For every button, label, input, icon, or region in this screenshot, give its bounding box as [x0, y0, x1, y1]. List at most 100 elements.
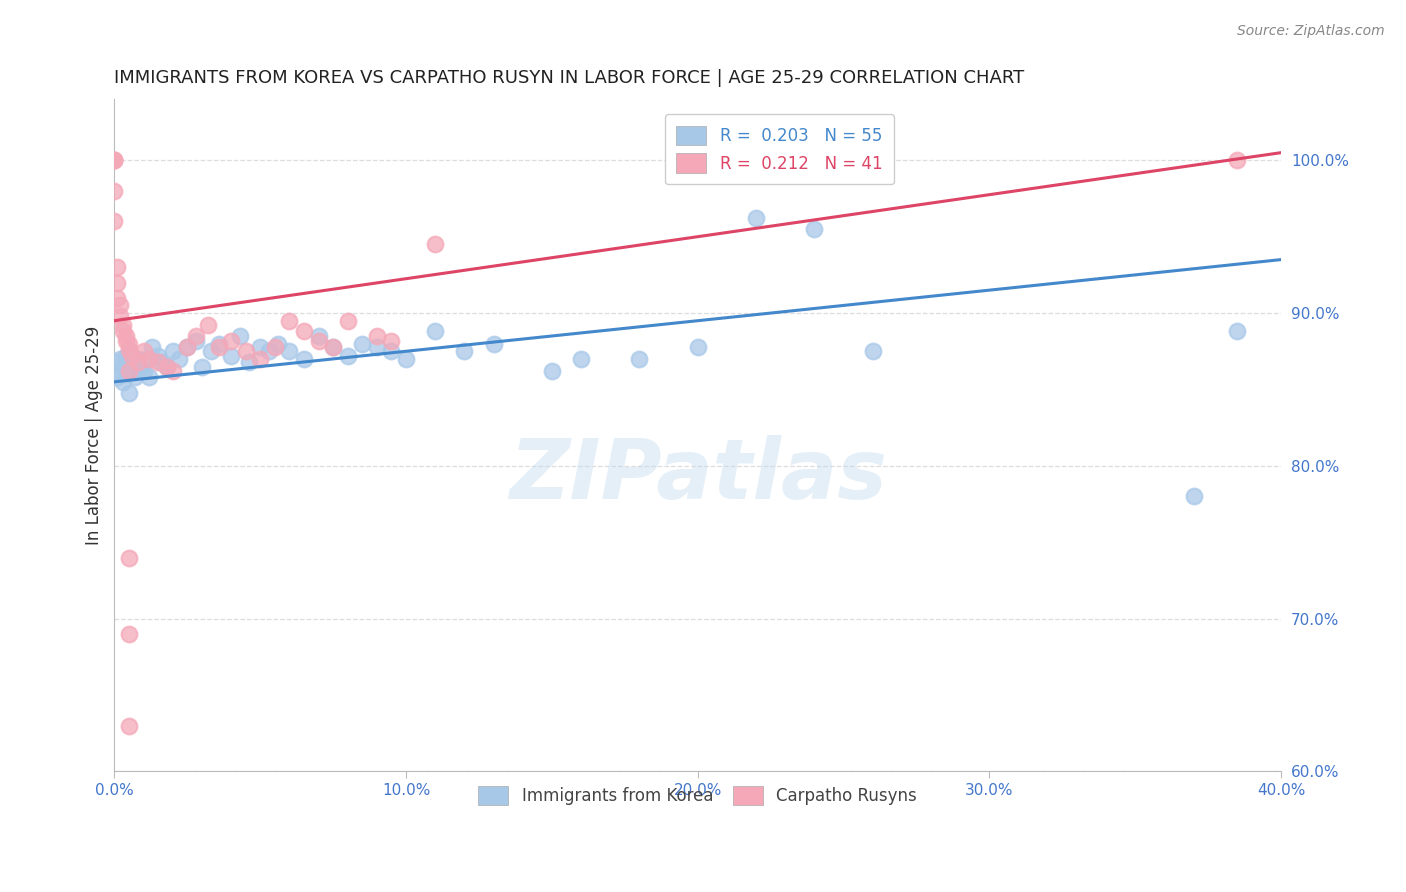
Point — [156, 359, 179, 374]
Point — [1226, 153, 1249, 168]
Point — [1182, 489, 1205, 503]
Point — [541, 364, 564, 378]
Point — [336, 314, 359, 328]
Point — [146, 355, 169, 369]
Point — [745, 211, 768, 226]
Point — [141, 340, 163, 354]
Point — [156, 359, 179, 374]
Point — [138, 370, 160, 384]
Point — [103, 214, 125, 228]
Point — [278, 344, 301, 359]
Point — [112, 375, 135, 389]
Point — [118, 385, 141, 400]
Point — [229, 329, 252, 343]
Point — [146, 349, 169, 363]
Point — [395, 351, 418, 366]
Point — [118, 336, 141, 351]
Point — [103, 153, 125, 168]
Point — [425, 237, 447, 252]
Point — [110, 298, 132, 312]
Point — [105, 276, 128, 290]
Point — [129, 359, 152, 374]
Point — [249, 340, 271, 354]
Point — [628, 351, 651, 366]
Point — [803, 222, 825, 236]
Point — [235, 344, 257, 359]
Point — [162, 344, 184, 359]
Point — [184, 334, 207, 348]
Point — [1226, 325, 1249, 339]
Point — [103, 153, 125, 168]
Point — [118, 718, 141, 732]
Point — [219, 334, 242, 348]
Point — [208, 336, 231, 351]
Point — [184, 329, 207, 343]
Point — [322, 340, 344, 354]
Text: ZIPatlas: ZIPatlas — [509, 435, 887, 516]
Point — [380, 334, 402, 348]
Point — [167, 351, 190, 366]
Point — [352, 336, 374, 351]
Point — [308, 329, 330, 343]
Point — [118, 364, 141, 378]
Text: IMMIGRANTS FROM KOREA VS CARPATHO RUSYN IN LABOR FORCE | AGE 25-29 CORRELATION C: IMMIGRANTS FROM KOREA VS CARPATHO RUSYN … — [114, 69, 1025, 87]
Point — [115, 334, 138, 348]
Point — [425, 325, 447, 339]
Point — [366, 329, 388, 343]
Point — [176, 340, 198, 354]
Y-axis label: In Labor Force | Age 25-29: In Labor Force | Age 25-29 — [86, 326, 103, 545]
Point — [105, 291, 128, 305]
Point — [121, 364, 143, 378]
Point — [380, 344, 402, 359]
Point — [127, 355, 149, 369]
Point — [322, 340, 344, 354]
Point — [862, 344, 884, 359]
Point — [115, 349, 138, 363]
Point — [162, 364, 184, 378]
Point — [197, 318, 219, 333]
Point — [292, 351, 315, 366]
Point — [105, 260, 128, 275]
Legend: Immigrants from Korea, Carpatho Rusyns: Immigrants from Korea, Carpatho Rusyns — [470, 778, 925, 814]
Point — [200, 344, 222, 359]
Point — [278, 314, 301, 328]
Point — [138, 351, 160, 366]
Point — [118, 343, 141, 357]
Point — [308, 334, 330, 348]
Point — [112, 318, 135, 333]
Point — [249, 351, 271, 366]
Text: Source: ZipAtlas.com: Source: ZipAtlas.com — [1237, 24, 1385, 38]
Point — [191, 359, 214, 374]
Point — [366, 340, 388, 354]
Point — [105, 355, 128, 369]
Point — [292, 325, 315, 339]
Point — [115, 329, 138, 343]
Point — [121, 349, 143, 363]
Point — [176, 340, 198, 354]
Point — [118, 344, 141, 359]
Point — [124, 370, 146, 384]
Point — [238, 355, 260, 369]
Point — [569, 351, 592, 366]
Point — [336, 349, 359, 363]
Point — [110, 351, 132, 366]
Point — [103, 153, 125, 168]
Point — [103, 184, 125, 198]
Point — [219, 349, 242, 363]
Point — [127, 351, 149, 366]
Point — [112, 359, 135, 374]
Point — [135, 351, 157, 366]
Point — [112, 325, 135, 339]
Point — [110, 364, 132, 378]
Point — [115, 367, 138, 381]
Point — [132, 364, 155, 378]
Point — [267, 336, 290, 351]
Point — [150, 355, 173, 369]
Point — [105, 370, 128, 384]
Point — [118, 627, 141, 641]
Point — [110, 309, 132, 323]
Point — [453, 344, 475, 359]
Point — [118, 550, 141, 565]
Point — [132, 344, 155, 359]
Point — [482, 336, 505, 351]
